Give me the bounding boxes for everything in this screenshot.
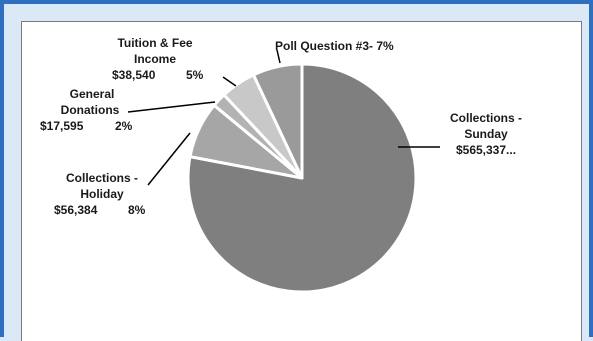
leader-poll-question-3 bbox=[276, 49, 281, 64]
leader-general-donations bbox=[127, 101, 216, 113]
label-collections-sunday-line2: Sunday bbox=[464, 127, 508, 141]
label-tuition-fee-income-percent: 5% bbox=[186, 68, 204, 82]
label-general-donations: General Donations $17,595 2% bbox=[40, 87, 133, 133]
pie-slices bbox=[186, 62, 418, 294]
label-tuition-fee-income-value: $38,540 bbox=[112, 68, 156, 82]
label-collections-holiday-value: $56,384 bbox=[54, 203, 98, 217]
label-collections-holiday-line1: Collections - bbox=[66, 171, 138, 185]
label-collections-sunday-line3: $565,337... bbox=[456, 143, 516, 157]
leader-collections-holiday bbox=[147, 132, 191, 186]
label-tuition-fee-income-line1: Tuition & Fee bbox=[117, 36, 192, 50]
leader-tuition-fee-income bbox=[222, 76, 237, 87]
label-general-donations-percent: 2% bbox=[115, 119, 133, 133]
label-collections-sunday-line1: Collections - bbox=[450, 111, 522, 125]
label-general-donations-line1: General bbox=[70, 87, 115, 101]
label-collections-holiday-percent: 8% bbox=[128, 203, 146, 217]
leader-lines bbox=[127, 49, 440, 186]
label-poll-question-3: Poll Question #3- 7% bbox=[275, 39, 394, 53]
label-poll-question-3-line1: Poll Question #3- 7% bbox=[275, 39, 394, 53]
label-tuition-fee-income: Tuition & Fee Income $38,540 5% bbox=[112, 36, 204, 82]
pie-slice-poll-question-3 bbox=[251, 62, 304, 180]
label-collections-sunday: Collections - Sunday $565,337... bbox=[450, 111, 522, 157]
label-tuition-fee-income-line2: Income bbox=[134, 52, 176, 66]
label-general-donations-line2: Donations bbox=[61, 103, 120, 117]
label-general-donations-value: $17,595 bbox=[40, 119, 84, 133]
label-collections-holiday: Collections - Holiday $56,384 8% bbox=[54, 171, 146, 217]
label-collections-holiday-line2: Holiday bbox=[80, 187, 124, 201]
